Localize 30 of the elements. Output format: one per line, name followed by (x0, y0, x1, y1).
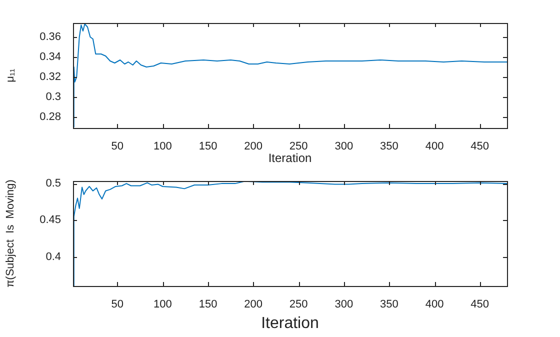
x-tick-label: 400 (425, 140, 444, 153)
y-tick-label: 0.28 (40, 111, 61, 124)
x-tick-label: 150 (198, 298, 218, 311)
x-axis-title: Iteration (261, 314, 319, 332)
x-tick-label: 300 (334, 140, 354, 153)
x-tick-label: 300 (334, 298, 354, 311)
y-tick-label: 0.32 (40, 71, 61, 84)
x-tick-label: 350 (380, 140, 398, 153)
y-tick-label: 0.45 (40, 214, 61, 226)
x-tick-label: 400 (425, 298, 444, 311)
y-tick-label: 0.3 (46, 91, 61, 104)
x-tick-label: 250 (289, 298, 308, 311)
x-tick-label: 200 (244, 140, 262, 153)
x-tick-label: 450 (470, 298, 489, 311)
x-tick-label: 100 (154, 140, 172, 153)
x-axis-title: Iteration (268, 151, 312, 166)
x-tick-label: 250 (289, 140, 308, 153)
x-tick-label: 100 (154, 298, 172, 311)
y-axis-title: π(Subject Is Moving) (4, 180, 17, 288)
y-tick-label: 0.34 (40, 51, 61, 64)
x-tick-label: 50 (111, 140, 124, 153)
y-tick-label: 0.36 (40, 31, 61, 44)
x-tick-label: 350 (380, 298, 398, 311)
y-axis-title: μ₁₁ (4, 68, 17, 82)
x-tick-label: 150 (198, 140, 218, 153)
y-tick-label: 0.5 (46, 178, 61, 190)
x-tick-label: 450 (470, 140, 489, 153)
x-tick-label: 50 (111, 298, 124, 311)
x-tick-label: 200 (244, 298, 262, 311)
y-tick-label: 0.4 (46, 250, 61, 263)
